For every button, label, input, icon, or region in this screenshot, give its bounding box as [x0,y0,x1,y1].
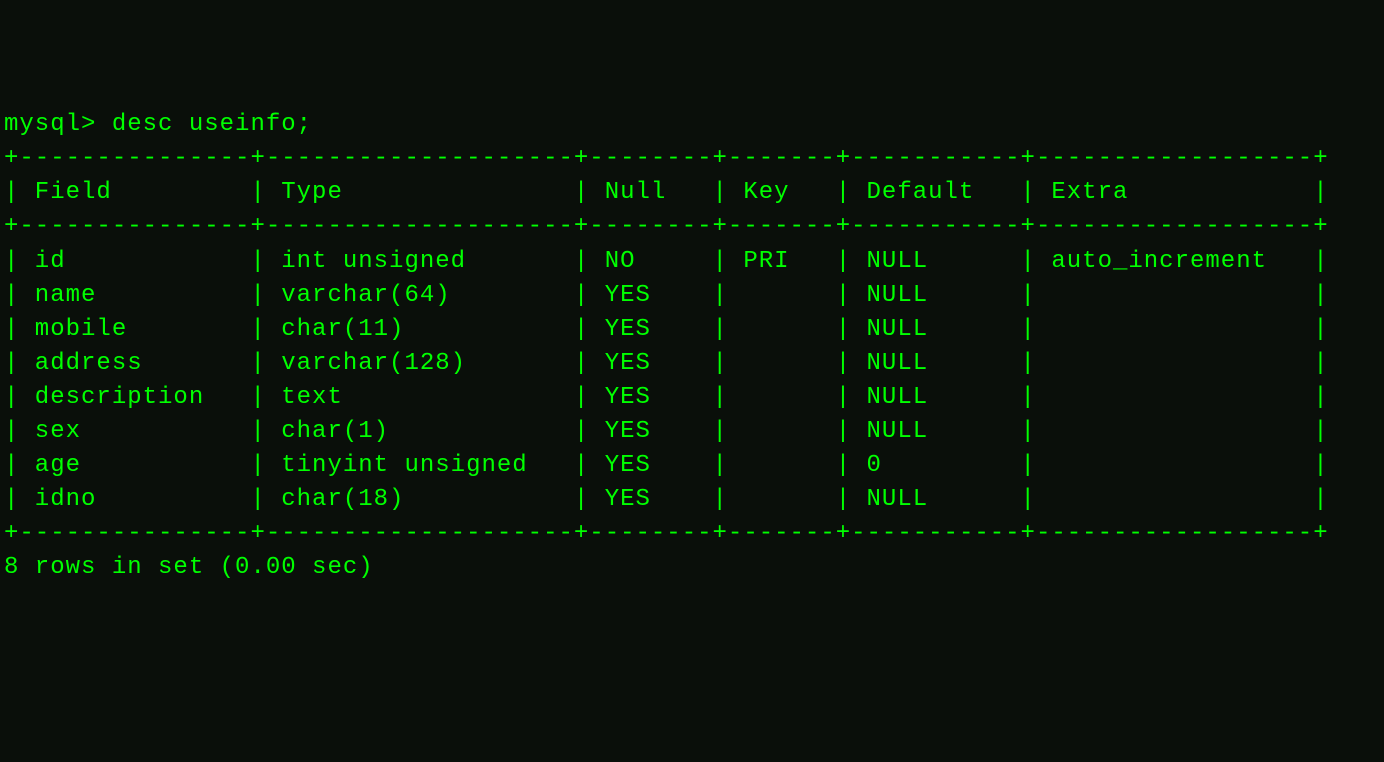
sql-command: desc useinfo; [112,111,312,138]
result-footer: 8 rows in set (0.00 sec) [4,554,374,581]
table-border-mid: +---------------+--------------------+--… [4,213,1329,240]
table-header-row: | Field | Type | Null | Key | Default | … [4,179,1329,206]
table-border-top: +---------------+--------------------+--… [4,145,1329,172]
terminal-output: mysql> desc useinfo; +---------------+--… [4,108,1380,585]
table-data-rows: | id | int unsigned | NO | PRI | NULL | … [4,248,1329,514]
table-border-bottom: +---------------+--------------------+--… [4,520,1329,547]
mysql-prompt: mysql> [4,111,96,138]
